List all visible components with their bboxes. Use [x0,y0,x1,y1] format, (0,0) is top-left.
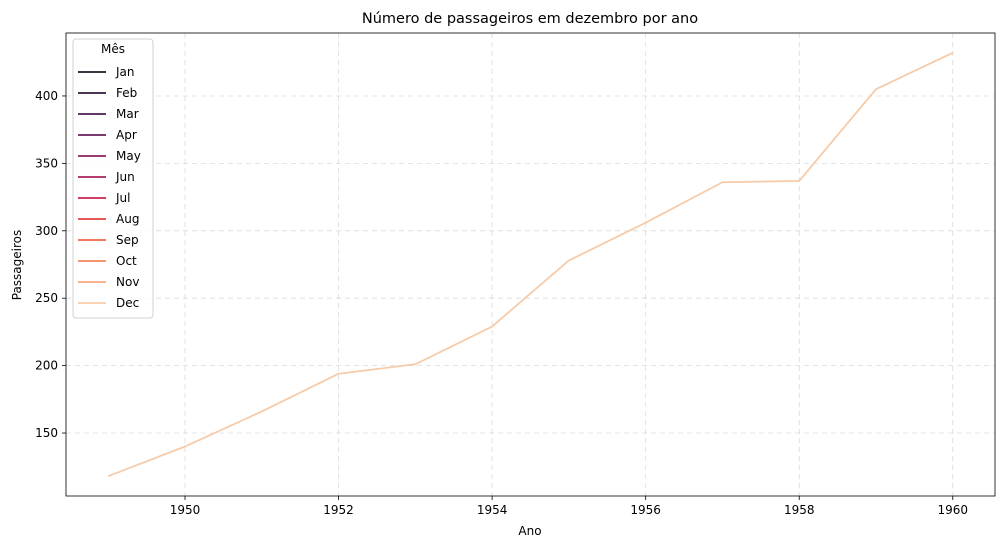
series-layer [107,52,954,478]
x-tick-label: 1954 [477,503,508,517]
x-tick-label: 1958 [784,503,815,517]
y-tick-label: 400 [35,89,58,103]
legend-entry-feb: Feb [116,86,137,100]
legend: Mês Jan Feb Mar Apr May Jun Jul Aug Sep Oct Nov Dec [72,38,154,319]
x-axis-label: Ano [518,524,541,538]
legend-entry-sep: Sep [116,233,139,247]
y-tick-label: 250 [35,291,58,305]
y-axis-ticks: 150 200 250 300 350 400 [35,89,66,440]
x-tick-label: 1960 [937,503,968,517]
y-axis-label: Passageiros [10,230,24,301]
y-tick-label: 150 [35,426,58,440]
grid [66,33,995,496]
legend-entry-mar: Mar [116,107,139,121]
legend-entry-oct: Oct [116,254,137,268]
y-tick-label: 350 [35,156,58,170]
y-tick-label: 300 [35,224,58,238]
legend-entry-may: May [116,149,141,163]
series-line-dec [107,52,954,478]
x-axis-ticks: 1950 1952 1954 1956 1958 1960 [170,496,968,517]
x-tick-label: 1956 [630,503,661,517]
plot-frame [65,32,996,497]
legend-title: Mês [101,42,125,56]
legend-box [72,38,154,319]
legend-entry-apr: Apr [116,128,137,142]
x-tick-label: 1952 [323,503,354,517]
legend-entry-jun: Jun [115,170,135,184]
legend-entry-aug: Aug [116,212,139,226]
chart-title: Número de passageiros em dezembro por an… [362,11,698,27]
legend-entry-jan: Jan [115,65,135,79]
legend-entry-dec: Dec [116,296,139,310]
legend-entry-jul: Jul [115,191,130,205]
legend-entry-nov: Nov [116,275,139,289]
y-tick-label: 200 [35,359,58,373]
x-tick-label: 1950 [170,503,201,517]
